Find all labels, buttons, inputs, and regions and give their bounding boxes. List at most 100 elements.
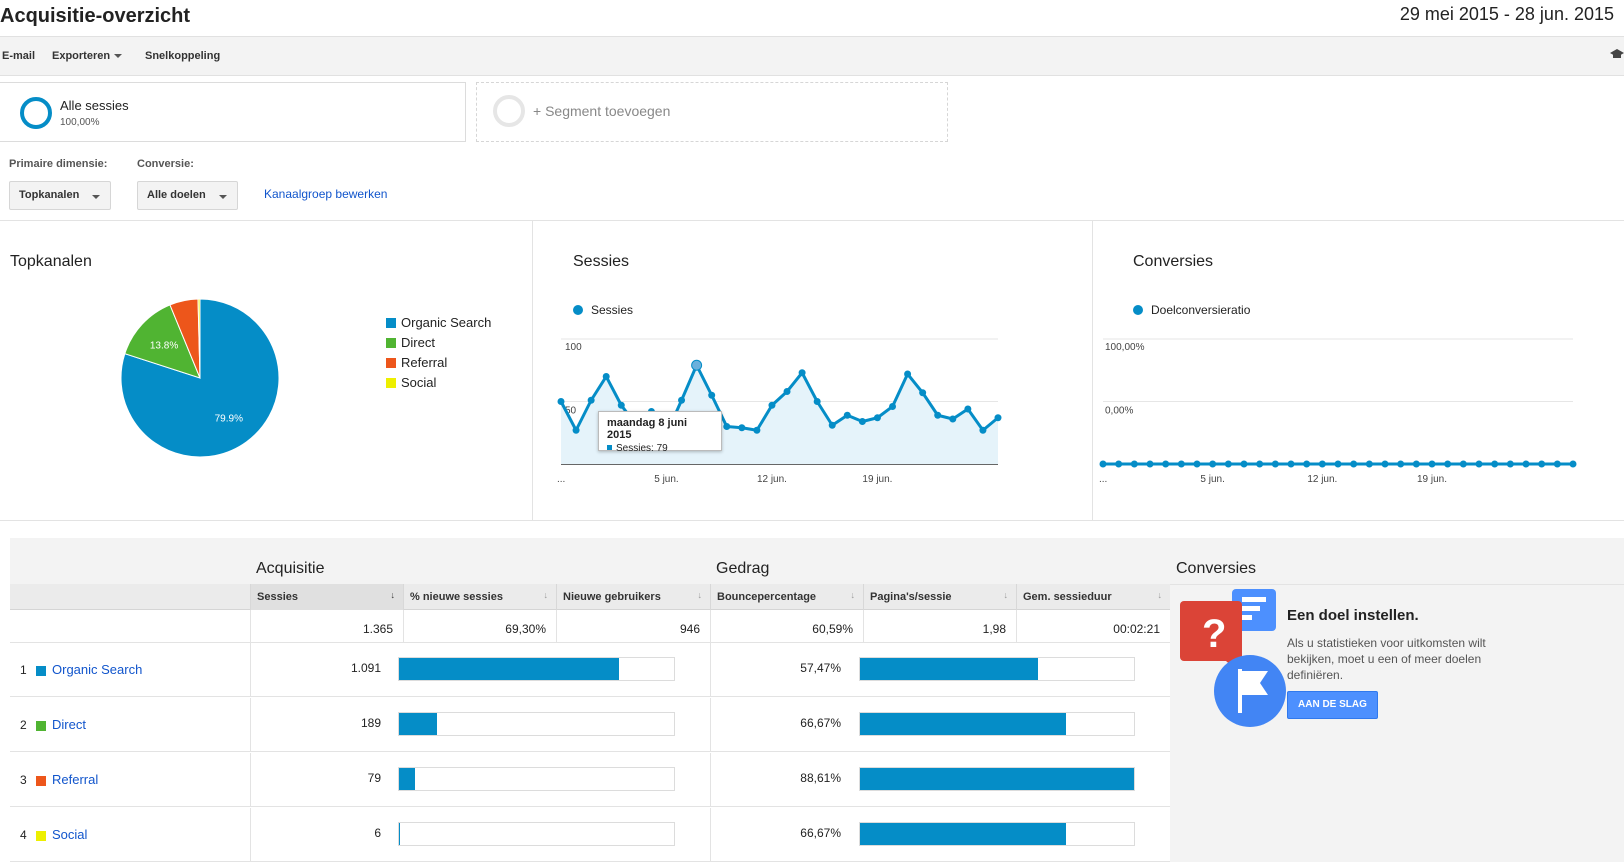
conversion-dropdown[interactable]: Alle doelen: [137, 181, 238, 210]
goal-illustration-icon: ?: [1180, 589, 1286, 727]
data-point: [949, 415, 957, 423]
conversion-label: Conversie:: [137, 158, 194, 170]
x-tick-label: ...: [557, 474, 565, 485]
data-point: [919, 389, 927, 397]
sessions-bar-fill: [399, 713, 437, 735]
data-point: [768, 401, 776, 409]
data-point: [964, 405, 972, 413]
data-point: [979, 426, 987, 434]
tooltip-label: Sessies: 79: [616, 443, 668, 454]
data-point: [934, 411, 942, 419]
legend-item-direct[interactable]: Direct: [386, 333, 491, 353]
total-avg-duration: 00:02:21: [1016, 610, 1170, 643]
data-point: [889, 403, 897, 410]
edit-channel-group-link[interactable]: Kanaalgroep bewerken: [264, 187, 388, 201]
channel-link[interactable]: Social: [52, 827, 88, 842]
data-point: [1256, 460, 1264, 468]
overview-panels: Topkanalen 79.9% 13.8% Organic Search Dir…: [0, 220, 1624, 521]
col-label: Pagina's/sessie: [870, 591, 952, 603]
col-sessions[interactable]: Sessies ↓: [250, 584, 403, 610]
legend-label: Organic Search: [401, 315, 492, 330]
sessions-title: Sessies: [573, 253, 630, 270]
goal-title: Een doel instellen.: [1287, 607, 1419, 624]
x-tick-label: 5 jun.: [654, 474, 678, 485]
legend-item-organic[interactable]: Organic Search: [386, 313, 491, 333]
col-new-users[interactable]: Nieuwe gebruikers ↓: [556, 584, 710, 610]
data-point: [1115, 460, 1123, 468]
channel-link[interactable]: Organic Search: [52, 662, 143, 677]
data-point: [1444, 460, 1452, 468]
col-new-sessions[interactable]: % nieuwe sessies ↓: [403, 584, 556, 610]
sessions-cell: 1.091: [250, 643, 710, 697]
sessions-legend: Sessies: [573, 303, 633, 317]
email-button[interactable]: E-mail: [2, 50, 36, 62]
col-bounce[interactable]: Bouncepercentage ↓: [710, 584, 863, 610]
data-point: [858, 418, 866, 425]
data-point: [1506, 460, 1514, 468]
table-row: 3 Referral 79 88,61%: [10, 753, 1170, 807]
chevron-down-icon: [92, 195, 100, 199]
sort-desc-icon: ↓: [390, 590, 396, 600]
data-point: [1303, 460, 1311, 468]
data-point: [691, 359, 703, 371]
data-point: [1240, 460, 1248, 468]
bounce-bar: [859, 712, 1135, 736]
legend-item-referral[interactable]: Referral: [386, 353, 491, 373]
legend-item-social[interactable]: Social: [386, 373, 491, 393]
sessions-bar: [398, 657, 675, 681]
sessions-value: 79: [367, 771, 381, 785]
sessions-bar-fill: [399, 768, 415, 790]
svg-text:?: ?: [1202, 612, 1226, 656]
add-segment-label: + Segment toevoegen: [533, 103, 671, 119]
add-segment-button[interactable]: + Segment toevoegen: [476, 82, 948, 142]
legend-swatch: [386, 318, 396, 328]
channel-link[interactable]: Direct: [52, 717, 86, 732]
data-point: [994, 414, 1002, 422]
pie-slice-1: [124, 304, 201, 379]
pie-slice-3: [197, 298, 201, 379]
chart-tooltip: maandag 8 juni 2015 Sessies: 79: [598, 411, 722, 454]
data-point: [1209, 460, 1217, 468]
conversion-rate-chart[interactable]: 100,00% 0,00%... 5 jun. 12 jun. 19 jun.: [1093, 221, 1624, 520]
legend-dot: [573, 305, 583, 315]
sessions-value: 189: [360, 716, 381, 730]
conversions-title: Conversies: [1133, 253, 1214, 270]
pie-slice-label: 79.9%: [215, 414, 243, 425]
col-pages-session[interactable]: Pagina's/sessie ↓: [863, 584, 1016, 610]
segment-all-sessions[interactable]: Alle sessies 100,00%: [0, 82, 466, 142]
data-point: [1287, 460, 1295, 468]
export-menu[interactable]: Exporteren: [52, 50, 123, 62]
shortcut-button[interactable]: Snelkoppeling: [145, 50, 221, 62]
bounce-bar: [859, 657, 1135, 681]
x-tick-label: 19 jun.: [862, 474, 892, 485]
pie-slice-label: 13.8%: [150, 341, 178, 352]
report-toolbar: E-mail Exporteren Snelkoppeling: [0, 36, 1624, 76]
acquisition-table: Acquisitie Gedrag Conversies Sessies ↓ % …: [10, 538, 1624, 862]
graduation-cap-icon[interactable]: [1610, 49, 1624, 59]
data-point: [723, 423, 731, 430]
col-avg-duration[interactable]: Gem. sessieduur ↓: [1016, 584, 1170, 610]
legend-label: Referral: [401, 355, 448, 370]
channel-link[interactable]: Referral: [52, 772, 99, 787]
page-title: Acquisitie-overzicht: [0, 5, 191, 27]
group-behavior: Gedrag: [716, 560, 770, 577]
y-tick-label: 50: [565, 406, 577, 417]
bounce-bar-fill: [860, 768, 1134, 790]
sort-icon: ↓: [1157, 590, 1163, 600]
top-channels-pie-chart[interactable]: 79.9% 13.8%: [0, 221, 533, 520]
get-started-button[interactable]: AAN DE SLAG: [1287, 691, 1378, 719]
sessions-value: 1.091: [350, 661, 381, 675]
total-sessions: 1.365: [250, 610, 403, 643]
row-number: 1: [20, 663, 27, 677]
conversion-legend: Doelconversieratio: [1133, 303, 1250, 317]
data-point: [1334, 460, 1342, 468]
data-point: [708, 391, 716, 399]
date-range-selector[interactable]: 29 mei 2015 - 28 jun. 2015: [1399, 4, 1614, 24]
table-row: 1 Organic Search 1.091 57,47%: [10, 643, 1170, 697]
sort-icon: ↓: [543, 590, 549, 600]
channel-swatch: [36, 666, 46, 676]
primary-dimension-dropdown[interactable]: Topkanalen: [9, 181, 111, 210]
data-point: [1271, 460, 1279, 468]
channel-swatch: [36, 831, 46, 841]
sessions-line-chart[interactable]: 100 50... 5 jun. 12 jun. 19 jun.: [533, 221, 1093, 520]
